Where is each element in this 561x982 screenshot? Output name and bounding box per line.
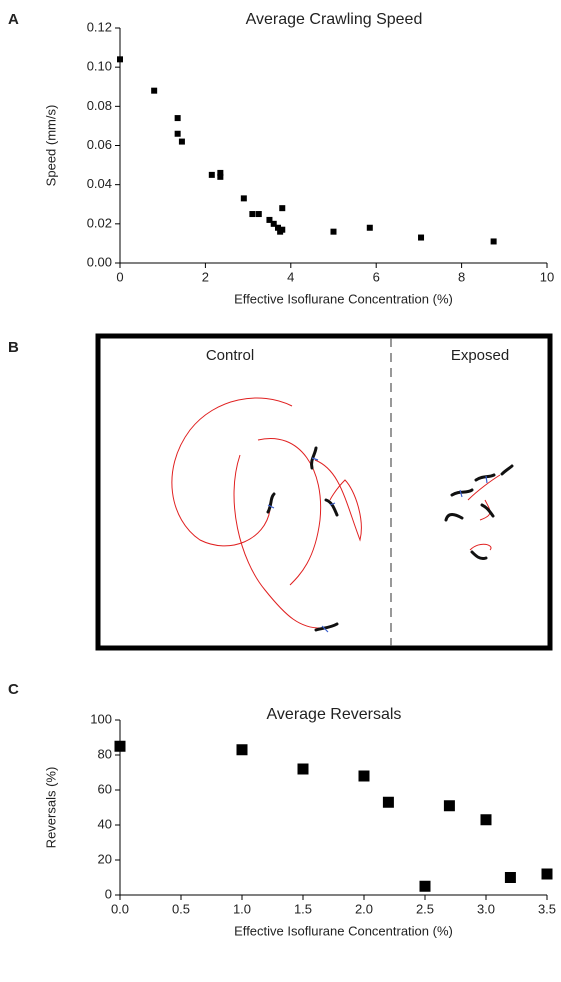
x-axis-label: Effective Isoflurane Concentration (%) bbox=[234, 291, 453, 306]
x-tick-label: 3.0 bbox=[477, 901, 495, 916]
y-tick-label: 0.06 bbox=[87, 137, 112, 152]
worm bbox=[314, 622, 339, 632]
point bbox=[382, 796, 394, 808]
point bbox=[366, 224, 373, 231]
worm bbox=[266, 492, 276, 514]
point bbox=[217, 173, 224, 180]
track bbox=[314, 459, 362, 542]
point bbox=[330, 228, 337, 235]
chart-title: Average Reversals bbox=[267, 706, 402, 723]
worm bbox=[500, 464, 514, 476]
x-axis-label: Effective Isoflurane Concentration (%) bbox=[234, 923, 453, 938]
tracks bbox=[171, 397, 501, 629]
point bbox=[274, 224, 281, 231]
y-axis-label: Reversals (%) bbox=[43, 767, 58, 849]
x-tick-label: 6 bbox=[373, 269, 380, 284]
point bbox=[270, 220, 277, 227]
region-label: Control bbox=[206, 347, 254, 364]
x-tick-label: 0.0 bbox=[111, 901, 129, 916]
x-tick-label: 4 bbox=[287, 269, 294, 284]
panel-label: C bbox=[8, 681, 19, 698]
point bbox=[255, 211, 262, 218]
y-tick-label: 60 bbox=[98, 781, 112, 796]
point bbox=[279, 205, 286, 212]
y-tick-label: 0.08 bbox=[87, 98, 112, 113]
y-tick-label: 40 bbox=[98, 816, 112, 831]
point bbox=[490, 238, 497, 245]
point bbox=[443, 800, 455, 812]
worms bbox=[266, 446, 514, 633]
point bbox=[174, 130, 181, 137]
point bbox=[240, 195, 247, 202]
y-tick-label: 0 bbox=[105, 886, 112, 901]
y-tick-label: 0.04 bbox=[87, 176, 112, 191]
x-tick-label: 0 bbox=[116, 269, 123, 284]
worm bbox=[474, 473, 496, 482]
track bbox=[171, 397, 293, 547]
point bbox=[419, 880, 431, 892]
y-tick-label: 0.12 bbox=[87, 19, 112, 34]
x-tick-label: 2.0 bbox=[355, 901, 373, 916]
worm bbox=[310, 446, 318, 470]
point bbox=[279, 226, 286, 233]
track bbox=[467, 474, 501, 551]
point bbox=[114, 740, 126, 752]
point bbox=[174, 115, 181, 122]
worm bbox=[444, 513, 464, 522]
x-tick-label: 2 bbox=[202, 269, 209, 284]
x-tick-label: 2.5 bbox=[416, 901, 434, 916]
y-axis-label: Speed (mm/s) bbox=[43, 105, 58, 187]
chart-title: Average Crawling Speed bbox=[246, 11, 423, 28]
x-tick-label: 10 bbox=[540, 269, 554, 284]
y-tick-label: 0.00 bbox=[87, 254, 112, 269]
point bbox=[236, 744, 248, 756]
worm bbox=[324, 498, 339, 517]
x-tick-label: 0.5 bbox=[172, 901, 190, 916]
diagram: Control Exposed bbox=[95, 333, 553, 651]
x-tick-label: 3.5 bbox=[538, 901, 556, 916]
point bbox=[541, 868, 553, 880]
region-label: Exposed bbox=[451, 347, 509, 364]
point bbox=[480, 814, 492, 826]
point bbox=[151, 87, 158, 94]
point bbox=[208, 171, 215, 178]
x-tick-label: 1.0 bbox=[233, 901, 251, 916]
track bbox=[233, 454, 326, 629]
y-tick-label: 80 bbox=[98, 746, 112, 761]
y-tick-label: 20 bbox=[98, 851, 112, 866]
point bbox=[418, 234, 425, 241]
point bbox=[178, 138, 185, 145]
point bbox=[504, 872, 516, 883]
point bbox=[266, 216, 273, 223]
x-tick-label: 1.5 bbox=[294, 901, 312, 916]
point bbox=[117, 56, 123, 63]
point bbox=[358, 770, 370, 782]
y-tick-label: 0.02 bbox=[87, 215, 112, 230]
worm bbox=[450, 488, 474, 497]
point bbox=[217, 169, 224, 176]
point bbox=[249, 211, 256, 218]
x-tick-label: 8 bbox=[458, 269, 465, 284]
arena bbox=[95, 333, 553, 651]
point bbox=[297, 763, 309, 775]
y-tick-label: 100 bbox=[90, 711, 112, 726]
worm bbox=[470, 550, 488, 560]
panel-label: A bbox=[8, 11, 19, 28]
panel-label: B bbox=[8, 339, 19, 356]
worm bbox=[480, 503, 495, 518]
y-tick-label: 0.10 bbox=[87, 59, 112, 74]
track bbox=[257, 438, 322, 586]
worm-marker bbox=[267, 457, 488, 633]
